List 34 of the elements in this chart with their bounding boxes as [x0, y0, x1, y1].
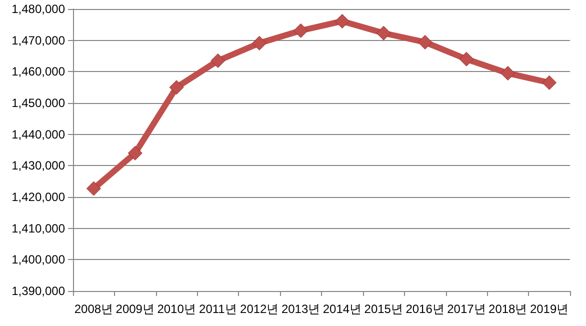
point [376, 26, 391, 40]
x-tick-label: 2011년 [199, 302, 237, 316]
point [542, 75, 557, 90]
x-tick-label: 2015년 [364, 302, 403, 316]
x-tick-label: 2018년 [488, 302, 528, 316]
point [294, 23, 308, 38]
point [459, 52, 474, 66]
y-tick-label: 1,450,000 [12, 96, 66, 110]
x-tick-label: 2016년 [406, 302, 444, 316]
point [418, 34, 432, 50]
y-tick-label: 1,420,000 [12, 190, 66, 204]
point [169, 80, 184, 95]
x-tick-label: 2013년 [281, 302, 320, 316]
x-tick-label: 2009년 [116, 302, 154, 316]
point [334, 14, 350, 28]
y-tick-label: 1,470,000 [12, 33, 66, 48]
y-tick-label: 1,430,000 [12, 158, 66, 173]
x-tick-label: 2008년 [74, 302, 114, 316]
x-tick-label: 2019년 [530, 302, 569, 316]
x-tick-label: 2014년 [322, 302, 362, 316]
y-tick-label: 1,400,000 [12, 252, 66, 267]
y-tick-label: 1,480,000 [12, 2, 66, 16]
x-tick-label: 2012년 [240, 302, 279, 316]
y-tick-label: 1,460,000 [12, 64, 66, 79]
x-tick-label: 2017년 [447, 302, 486, 316]
x-tick-label: 2010년 [157, 302, 196, 316]
point [128, 146, 142, 160]
point [86, 181, 101, 196]
y-tick-label: 1,440,000 [12, 127, 66, 142]
point [500, 66, 516, 80]
y-tick-label: 1,410,000 [12, 221, 66, 236]
y-tick-label: 1,390,000 [12, 284, 66, 298]
point [210, 53, 226, 68]
point [252, 36, 267, 50]
